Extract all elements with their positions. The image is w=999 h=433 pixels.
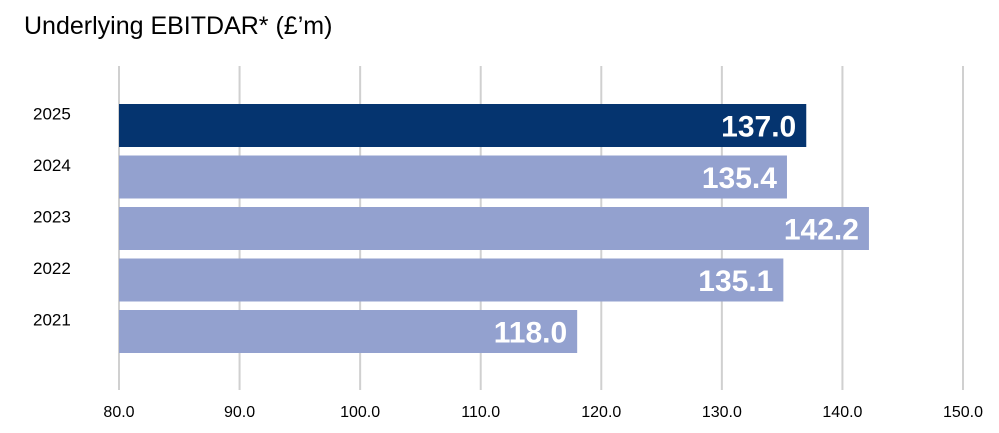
chart-title: Underlying EBITDAR* (£’m)	[24, 12, 333, 40]
x-tick-label: 90.0	[224, 404, 255, 421]
x-tick-label: 100.0	[340, 404, 380, 421]
x-tick-label: 140.0	[822, 404, 862, 421]
bar	[119, 155, 787, 199]
data-label: 135.1	[698, 265, 773, 298]
data-label: 135.4	[702, 162, 777, 195]
category-label: 2025	[33, 105, 71, 124]
x-tick-labels: 80.0 90.0 100.0 110.0 120.0 130.0 140.0 150.0	[103, 404, 983, 421]
x-tick-label: 80.0	[103, 404, 134, 421]
category-label: 2024	[33, 156, 71, 175]
x-tick-label: 120.0	[581, 404, 621, 421]
x-tick-label: 110.0	[461, 404, 500, 421]
category-label: 2021	[33, 311, 71, 330]
data-label: 118.0	[494, 317, 567, 350]
category-label: 2022	[33, 259, 71, 278]
bar	[119, 310, 578, 353]
bar	[119, 104, 807, 147]
category-label: 2023	[33, 208, 71, 227]
data-label: 142.2	[784, 214, 859, 247]
bar	[119, 258, 784, 302]
data-label: 137.0	[721, 111, 796, 144]
x-tick-label: 130.0	[702, 404, 742, 421]
bars	[119, 104, 869, 353]
category-labels: 2025 2024 2023 2022 2021	[33, 105, 71, 330]
bar	[119, 207, 869, 250]
x-tick-label: 150.0	[943, 404, 983, 421]
